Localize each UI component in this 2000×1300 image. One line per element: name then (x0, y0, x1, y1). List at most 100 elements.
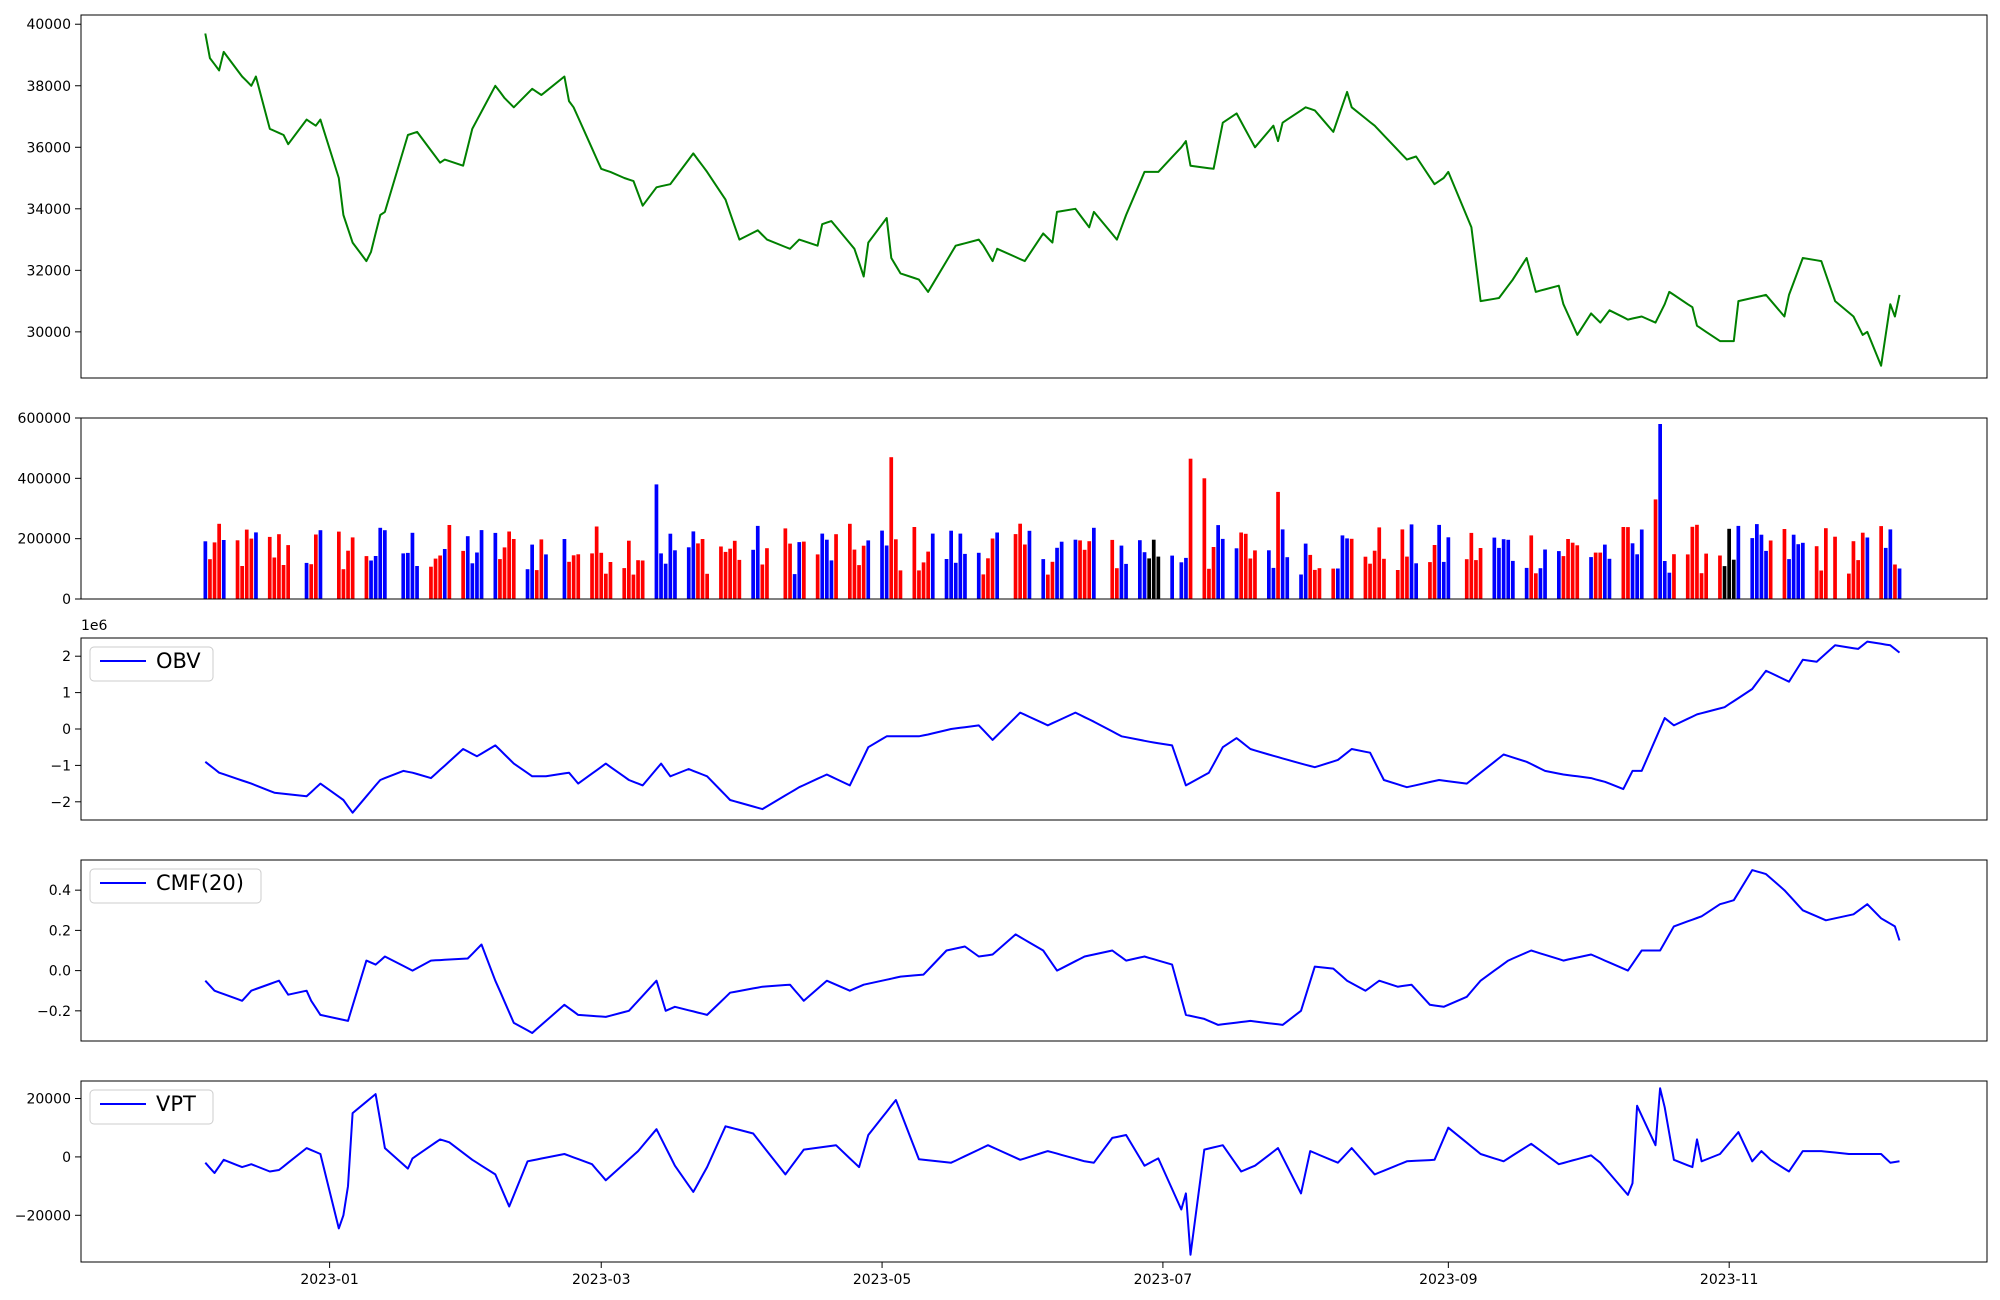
volume-y-tick-label: 400000 (18, 471, 71, 487)
volume-bar (1497, 547, 1501, 599)
volume-bar (1170, 555, 1174, 599)
volume-bar (525, 569, 530, 599)
volume-bar (1534, 573, 1538, 599)
volume-bar (1833, 536, 1837, 599)
volume-bar (1414, 563, 1418, 599)
price-y-tick-label: 30000 (26, 325, 71, 341)
volume-bar (406, 552, 410, 599)
volume-bar (953, 562, 958, 599)
volume-bar (963, 553, 967, 599)
volume-bar (1492, 537, 1497, 599)
volume-bar (627, 540, 631, 599)
volume-bar (792, 574, 797, 599)
volume-bar (479, 530, 484, 599)
date-x-axis: 2023-01 2023-03 2023-05 2023-07 2023-09 2023-… (300, 1262, 1758, 1288)
volume-bar (668, 533, 673, 599)
volume-y-tick-label: 0 (62, 592, 71, 608)
volume-bar (1511, 560, 1515, 599)
cmf-panel: −0.2 0.0 0.2 0.4 CMF(20) (37, 859, 1988, 1042)
volume-bar (1662, 561, 1667, 599)
volume-bar (544, 554, 548, 599)
price-frame (80, 14, 1988, 379)
volume-bar (1598, 552, 1603, 599)
volume-bar (378, 527, 383, 599)
volume-bar (1082, 549, 1087, 599)
volume-bar (1575, 545, 1580, 599)
volume-bar (1059, 541, 1064, 599)
volume-bar (1349, 538, 1354, 599)
volume-bar (691, 531, 696, 599)
volume-bar (1570, 542, 1575, 599)
volume-bar (502, 547, 507, 599)
volume-bar (267, 536, 272, 599)
volume-bar (834, 534, 838, 599)
volume-bar (401, 553, 406, 599)
volume-bar (1718, 555, 1722, 599)
volume-bar (917, 570, 921, 599)
volume-bar (1110, 539, 1115, 599)
volume-bar (1501, 539, 1506, 599)
volume-bar (930, 533, 935, 599)
volume-bar (1635, 554, 1639, 599)
volume-bar (1216, 525, 1220, 599)
volume-bar (1879, 526, 1883, 599)
volume-bar (1814, 546, 1819, 599)
volume-bar (1603, 544, 1607, 599)
volume-bar (608, 562, 613, 599)
vpt-line (204, 1087, 1900, 1256)
volume-bar (438, 555, 442, 599)
volume-bar (1630, 543, 1635, 599)
volume-bar (1073, 539, 1078, 599)
volume-bar (898, 570, 903, 599)
volume-bar (654, 484, 659, 599)
volume-bar (622, 568, 627, 599)
obv-legend-label: OBV (156, 649, 201, 673)
price-panel: 30000 32000 34000 36000 38000 40000 (26, 14, 1988, 379)
obv-panel: −2 −1 0 1 2 1e6 OBV (50, 618, 1988, 821)
volume-bar (1308, 554, 1313, 599)
volume-bar (1847, 573, 1851, 599)
volume-bar (1313, 569, 1317, 599)
volume-bar (1764, 550, 1768, 599)
volume-bar (304, 562, 309, 599)
volume-bar (700, 539, 705, 599)
volume-bar (465, 536, 470, 599)
volume-bar (1018, 523, 1022, 599)
volume-bar (1865, 537, 1870, 599)
volume-bar (493, 532, 498, 599)
volume-bar (1188, 458, 1193, 599)
volume-bar (1589, 557, 1593, 599)
cmf-y-tick-label: 0.2 (49, 923, 71, 939)
volume-bar (705, 573, 709, 599)
volume-bar (539, 539, 544, 599)
volume-bar (1405, 556, 1409, 599)
volume-bar (1299, 574, 1303, 599)
volume-bar (1639, 529, 1644, 599)
volume-bar (1276, 491, 1280, 599)
volume-bar (852, 549, 857, 599)
volume-bar (1731, 559, 1736, 599)
volume-y-tick-label: 600000 (18, 411, 71, 427)
volume-bar (797, 542, 802, 599)
volume-bar (1377, 527, 1382, 599)
volume-bar (203, 541, 208, 599)
cmf-legend: CMF(20) (89, 868, 262, 904)
volume-frame (80, 417, 1988, 600)
volume-bar (825, 539, 829, 599)
volume-bar (1151, 539, 1156, 599)
obv-offset-text: 1e6 (81, 618, 108, 634)
volume-bar (217, 523, 221, 599)
obv-y-axis: −2 −1 0 1 2 (50, 649, 81, 811)
x-tick-label: 2023-11 (1700, 1272, 1759, 1288)
volume-bar (1437, 524, 1441, 599)
volume-bar (1428, 562, 1432, 599)
volume-bar (1119, 545, 1124, 599)
volume-bar (590, 553, 594, 599)
volume-bar (286, 545, 290, 599)
volume-bar (369, 560, 373, 599)
volume-bar (1893, 564, 1897, 599)
vpt-y-tick-label: 20000 (26, 1092, 71, 1108)
cmf-y-axis: −0.2 0.0 0.2 0.4 (37, 883, 81, 1020)
volume-bar (1685, 554, 1690, 599)
volume-bar (1607, 558, 1612, 599)
